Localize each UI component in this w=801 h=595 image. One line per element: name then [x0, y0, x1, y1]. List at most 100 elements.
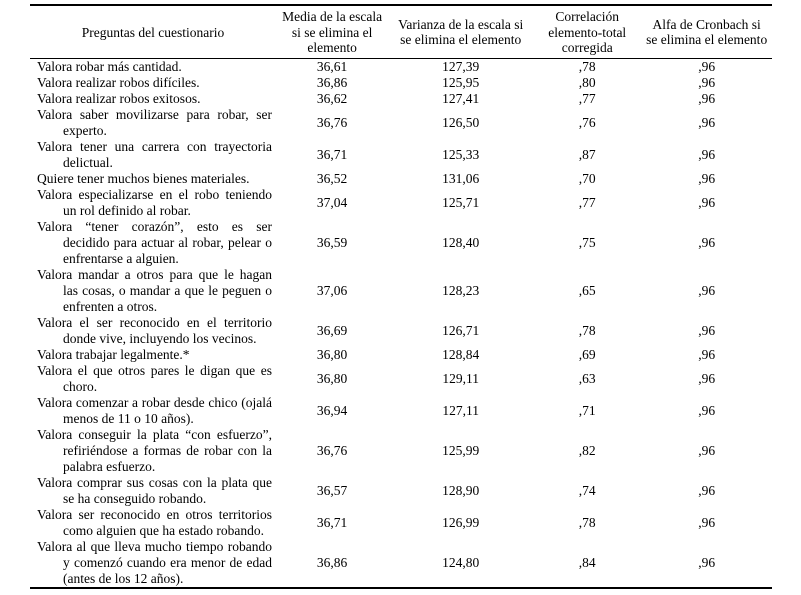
header-varianza: Varianza de la escala si se elimina el e… [398, 16, 524, 48]
question-cell: Valora realizar robos exitosos. [30, 91, 276, 107]
alfa-cell: ,96 [698, 322, 716, 338]
alfa-cell: ,96 [698, 554, 716, 570]
question-cell: Valora conseguir la plata “con esfuerzo”… [30, 427, 276, 475]
alfa-cell: ,96 [698, 402, 716, 418]
media-cell: 36,59 [316, 234, 348, 250]
media-cell: 36,94 [316, 402, 348, 418]
question-text: Valora ser reconocido en otros territori… [37, 506, 272, 538]
varianza-cell: 126,99 [442, 514, 480, 530]
correlacion-cell: ,77 [578, 90, 596, 106]
media-cell: 37,04 [316, 194, 348, 210]
table-body: Valora robar más cantidad. 36,61 127,39 ,78… [30, 58, 772, 588]
question-text: Valora robar más cantidad. [37, 58, 182, 74]
media-cell: 36,69 [316, 322, 348, 338]
media-cell: 36,80 [316, 346, 348, 362]
question-text: Valora al que lleva mucho tiempo robando… [37, 538, 272, 586]
media-cell: 36,71 [316, 146, 348, 162]
correlacion-cell: ,78 [578, 322, 596, 338]
correlacion-cell: ,75 [578, 234, 596, 250]
table-row: Quiere tener muchos bienes materiales. 36… [30, 171, 772, 187]
media-cell: 36,61 [316, 58, 348, 74]
question-text: Valora comenzar a robar desde chico (oja… [37, 394, 272, 426]
table-row: Valora realizar robos difíciles. 36,86 125… [30, 75, 772, 91]
item-statistics-table: Preguntas del cuestionario Media de la e… [30, 4, 772, 589]
varianza-cell: 127,11 [442, 402, 479, 418]
varianza-cell: 131,06 [442, 170, 480, 186]
table-row: Valora realizar robos exitosos. 36,62 127,… [30, 91, 772, 107]
header-row: Preguntas del cuestionario Media de la e… [30, 5, 772, 58]
media-cell: 36,52 [316, 170, 348, 186]
question-cell: Valora al que lleva mucho tiempo robando… [30, 539, 276, 588]
question-text: Valora conseguir la plata “con esfuerzo”… [37, 426, 272, 474]
question-text: Valora el que otros pares le digan que e… [37, 362, 272, 394]
varianza-cell: 126,50 [442, 114, 480, 130]
correlacion-cell: ,82 [578, 442, 596, 458]
correlacion-cell: ,71 [578, 402, 596, 418]
media-cell: 36,86 [316, 74, 348, 90]
correlacion-cell: ,80 [578, 74, 596, 90]
table-row: Valora comprar sus cosas con la plata qu… [30, 475, 772, 507]
varianza-cell: 128,23 [442, 282, 480, 298]
question-text: Valora el ser reconocido en el territori… [37, 314, 272, 346]
alfa-cell: ,96 [698, 194, 716, 210]
table-row: Valora conseguir la plata “con esfuerzo”… [30, 427, 772, 475]
varianza-cell: 128,84 [442, 346, 480, 362]
question-cell: Quiere tener muchos bienes materiales. [30, 171, 276, 187]
correlacion-cell: ,69 [578, 346, 596, 362]
table-row: Valora “tener corazón”, esto es ser deci… [30, 219, 772, 267]
correlacion-cell: ,65 [578, 282, 596, 298]
question-text: Valora “tener corazón”, esto es ser deci… [37, 218, 272, 266]
varianza-cell: 127,41 [442, 90, 480, 106]
question-cell: Valora el ser reconocido en el territori… [30, 315, 276, 347]
table-header: Preguntas del cuestionario Media de la e… [30, 5, 772, 58]
alfa-cell: ,96 [698, 482, 716, 498]
varianza-cell: 127,39 [442, 58, 480, 74]
alfa-cell: ,96 [698, 74, 716, 90]
table-row: Valora saber movilizarse para robar, ser… [30, 107, 772, 139]
table-row: Valora especializarse en el robo teniend… [30, 187, 772, 219]
question-text: Valora mandar a otros para que le hagan … [37, 266, 272, 314]
question-cell: Valora tener una carrera con trayectoria… [30, 139, 276, 171]
header-alfa: Alfa de Cronbach si se elimina el elemen… [646, 16, 768, 48]
media-cell: 36,76 [316, 442, 348, 458]
table-row: Valora comenzar a robar desde chico (oja… [30, 395, 772, 427]
table-row: Valora el que otros pares le digan que e… [30, 363, 772, 395]
media-cell: 36,62 [316, 90, 348, 106]
alfa-cell: ,96 [698, 170, 716, 186]
varianza-cell: 125,95 [442, 74, 480, 90]
correlacion-cell: ,74 [578, 482, 596, 498]
alfa-cell: ,96 [698, 346, 716, 362]
varianza-cell: 128,40 [442, 234, 480, 250]
question-cell: Valora trabajar legalmente.* [30, 347, 276, 363]
varianza-cell: 128,90 [442, 482, 480, 498]
table-row: Valora robar más cantidad. 36,61 127,39 ,78… [30, 58, 772, 75]
header-preguntas: Preguntas del cuestionario [81, 24, 225, 40]
question-text: Quiere tener muchos bienes materiales. [37, 170, 250, 186]
alfa-cell: ,96 [698, 514, 716, 530]
varianza-cell: 124,80 [442, 554, 480, 570]
varianza-cell: 126,71 [442, 322, 480, 338]
correlacion-cell: ,87 [578, 146, 596, 162]
question-cell: Valora robar más cantidad. [30, 58, 276, 75]
correlacion-cell: ,77 [578, 194, 596, 210]
correlacion-cell: ,78 [578, 58, 596, 74]
question-text: Valora realizar robos difíciles. [37, 74, 200, 90]
question-text: Valora especializarse en el robo teniend… [37, 186, 272, 218]
alfa-cell: ,96 [698, 146, 716, 162]
alfa-cell: ,96 [698, 282, 716, 298]
question-text: Valora realizar robos exitosos. [37, 90, 201, 106]
correlacion-cell: ,76 [578, 114, 596, 130]
question-cell: Valora mandar a otros para que le hagan … [30, 267, 276, 315]
varianza-cell: 125,33 [442, 146, 480, 162]
alfa-cell: ,96 [698, 114, 716, 130]
media-cell: 36,76 [316, 114, 348, 130]
correlacion-cell: ,63 [578, 370, 596, 386]
table-row: Valora tener una carrera con trayectoria… [30, 139, 772, 171]
question-cell: Valora realizar robos difíciles. [30, 75, 276, 91]
alfa-cell: ,96 [698, 370, 716, 386]
correlacion-cell: ,78 [578, 514, 596, 530]
question-cell: Valora “tener corazón”, esto es ser deci… [30, 219, 276, 267]
correlacion-cell: ,84 [578, 554, 596, 570]
question-cell: Valora saber movilizarse para robar, ser… [30, 107, 276, 139]
